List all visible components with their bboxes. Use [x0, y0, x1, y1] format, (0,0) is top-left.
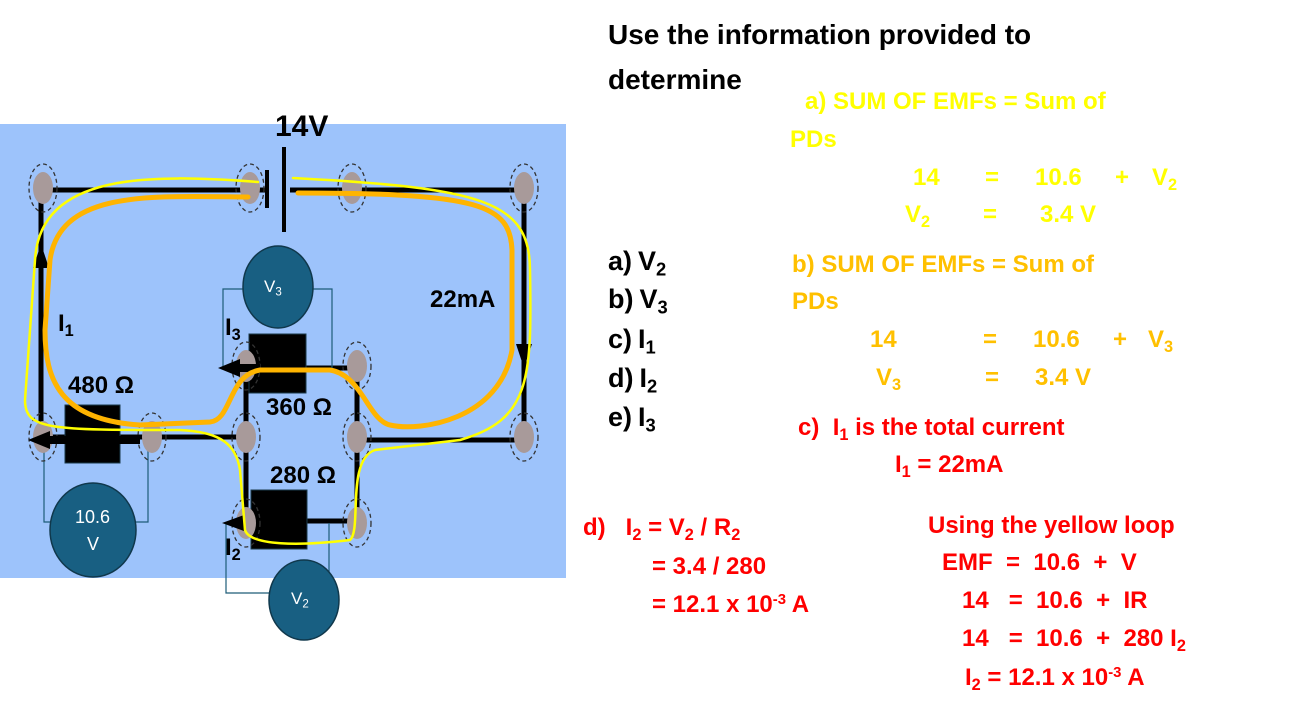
question-line1: Use the information provided to [608, 19, 1032, 50]
node-outline [342, 412, 372, 462]
node-outline [231, 498, 261, 548]
junction-node [236, 421, 256, 453]
label-i2: I2 [225, 534, 241, 564]
question-item: c) I1 [608, 324, 656, 358]
question-line2: determine [608, 64, 742, 95]
node-outline [235, 163, 265, 213]
answer-d-line1: d) I2 = V2 / R2 [583, 514, 741, 544]
node-outline [509, 163, 539, 213]
answer-e-title: Using the yellow loop [928, 512, 1175, 539]
node-outline [28, 163, 58, 213]
answer-c-line1: c) I1 is the total current [798, 414, 1065, 444]
answer-a-line1: a) SUM OF EMFs = Sum of [805, 88, 1106, 115]
arrow-left-icon [28, 431, 50, 449]
answer-b-eq1-v3: V3 [1148, 326, 1174, 356]
junction-node [347, 350, 367, 382]
answer-a-eq1-lhs: 14 [913, 164, 940, 191]
battery-label: 14V [275, 110, 329, 143]
junction-node [347, 421, 367, 453]
resistor-360-label: 360 Ω [266, 394, 332, 421]
node-outline [509, 412, 539, 462]
arrow-left-icon [218, 359, 240, 377]
junction-node [33, 172, 53, 204]
question-item: b) V3 [608, 284, 668, 318]
answer-e-line3: 14 = 10.6 + 280 I2 [962, 625, 1186, 655]
node-outline [337, 163, 367, 213]
answer-d-line2: = 3.4 / 280 [652, 553, 767, 580]
answer-b-eq2-result: 3.4 V [1035, 364, 1092, 391]
answer-a-eq1-plus: + [1115, 164, 1130, 191]
junction-node [514, 421, 534, 453]
resistor-480 [64, 404, 121, 464]
question-item: d) I2 [608, 363, 658, 397]
resistor-360 [248, 333, 307, 394]
meter-v3-label: V3 [264, 277, 282, 299]
label-i1: I1 [58, 310, 74, 340]
question-item: a) V2 [608, 246, 667, 280]
orange-loop [42, 190, 515, 430]
answer-b-eq2-equals: = [985, 364, 1000, 391]
voltmeter-v2 [268, 559, 340, 641]
answer-e-line4: I2 = 12.1 x 10-3 A [965, 664, 1145, 694]
meter-v1-unit: V [87, 534, 100, 554]
answer-b-eq1-lhs: 14 [870, 326, 897, 353]
node-outline [342, 498, 372, 548]
answer-a-eq2-equals: = [983, 201, 998, 228]
answer-b-line1: b) SUM OF EMFs = Sum of [792, 251, 1095, 278]
answer-a-eq1-v2: V2 [1152, 164, 1178, 194]
voltmeter-10-6v [49, 482, 137, 578]
answer-a-eq1-value: 10.6 [1035, 164, 1082, 191]
junction-node [236, 507, 256, 539]
label-i3: I3 [225, 314, 241, 344]
answer-c-line2: I1 = 22mA [895, 451, 1004, 481]
junction-node [347, 507, 367, 539]
arrow-left-icon [222, 515, 244, 531]
node-outline [137, 412, 167, 462]
answer-a-eq1-equals: = [985, 164, 1000, 191]
meter-v2-label: V2 [291, 589, 309, 611]
answer-b-line2: PDs [792, 288, 839, 315]
yellow-loop [23, 176, 532, 545]
answer-b-eq1-equals: = [983, 326, 998, 353]
junction-node [342, 172, 362, 204]
answer-d-line3: = 12.1 x 10-3 A [652, 591, 810, 618]
question-item: e) I3 [608, 402, 656, 436]
answer-a-line2: PDs [790, 126, 837, 153]
voltmeter-v3 [242, 245, 314, 329]
answer-e-line1: EMF = 10.6 + V [942, 549, 1137, 576]
meter-v1-value: 10.6 [75, 507, 111, 527]
junction-node [514, 172, 534, 204]
answer-a-eq2-result: 3.4 V [1040, 201, 1097, 228]
answer-e-line2: 14 = 10.6 + IR [962, 587, 1148, 614]
resistor-280-label: 280 Ω [270, 462, 336, 489]
resistor-480-label: 480 Ω [68, 372, 134, 399]
answer-b-eq1-value: 10.6 [1033, 326, 1080, 353]
node-outline [231, 412, 261, 462]
answer-b-eq2-v3: V3 [876, 364, 902, 394]
answer-b-eq1-plus: + [1113, 326, 1128, 353]
answer-a-eq2-v2: V2 [905, 201, 931, 231]
arrow-up-icon [33, 244, 49, 268]
current-label: 22mA [430, 286, 496, 313]
